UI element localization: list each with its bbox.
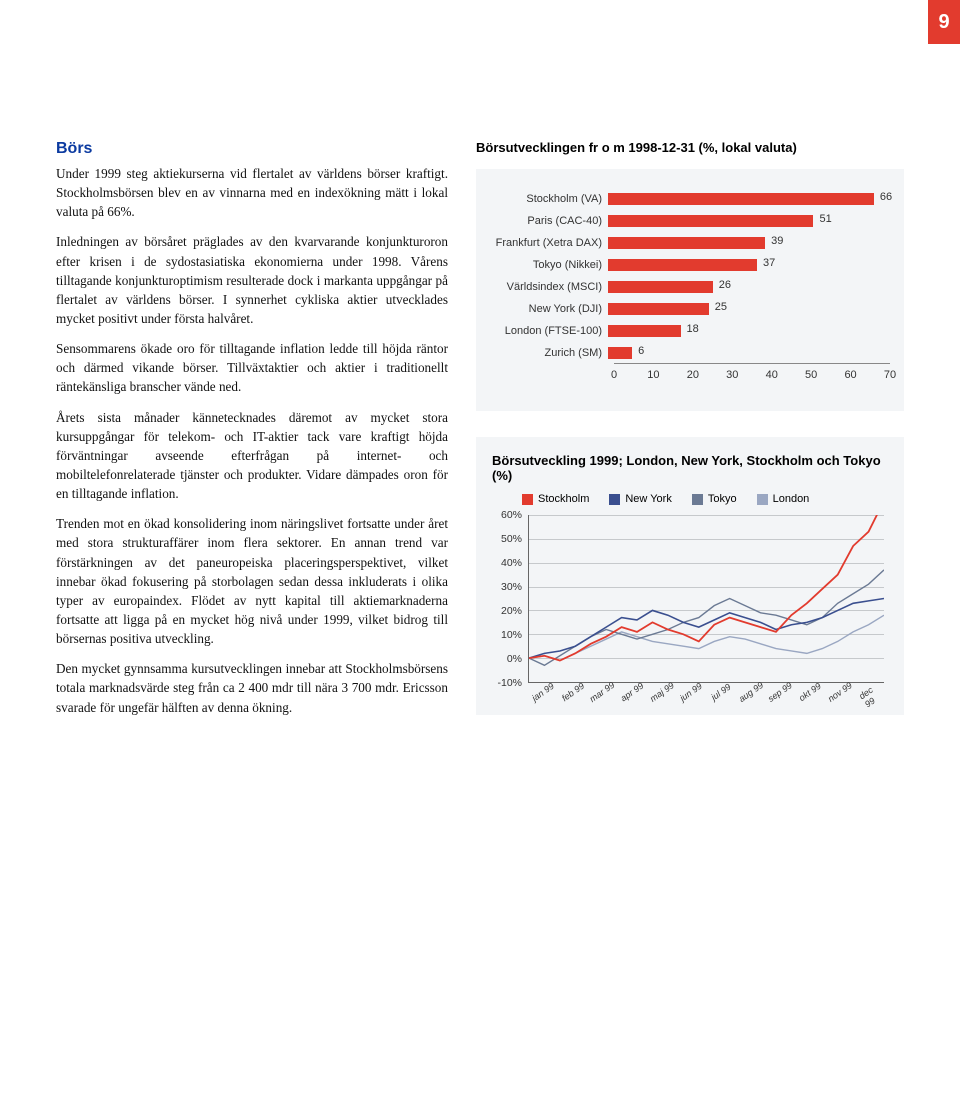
bar-row: Paris (CAC-40) 51	[490, 210, 890, 231]
x-tick: 70	[884, 369, 896, 381]
bar-chart: Stockholm (VA) 66 Paris (CAC-40) 51 Frankfur…	[476, 169, 904, 411]
x-tick: 20	[687, 369, 699, 381]
line-chart-title: Börsutveckling 1999; London, New York, S…	[492, 453, 888, 483]
bar-label: London (FTSE-100)	[490, 325, 608, 337]
paragraph: Årets sista månader kännetecknades därem…	[56, 408, 448, 504]
series-line	[529, 570, 884, 665]
y-tick: -10%	[497, 677, 522, 689]
x-tick: okt 99	[797, 681, 823, 703]
x-axis-labels: jan 99feb 99mar 99apr 99maj 99jun 99jul …	[528, 683, 884, 705]
x-tick: mar 99	[588, 680, 617, 704]
bar-value: 26	[719, 279, 731, 291]
series-line	[529, 615, 884, 660]
legend-item: Tokyo	[692, 493, 737, 505]
bar	[608, 193, 874, 205]
bar-value: 18	[687, 323, 699, 335]
plot-area	[528, 515, 884, 683]
legend-label: Stockholm	[538, 493, 589, 505]
bar-row: London (FTSE-100) 18	[490, 320, 890, 341]
bar-label: Världsindex (MSCI)	[490, 281, 608, 293]
y-tick: 30%	[501, 581, 522, 593]
x-tick: feb 99	[559, 681, 585, 704]
bar-value: 66	[880, 191, 892, 203]
paragraph: Inledningen av börsåret präglades av den…	[56, 232, 448, 328]
bar-row: Tokyo (Nikkei) 37	[490, 254, 890, 275]
bar	[608, 325, 681, 337]
page: Börs Under 1999 steg aktiekurserna vid f…	[0, 0, 960, 788]
x-tick: 10	[647, 369, 659, 381]
x-tick: nov 99	[826, 680, 854, 704]
x-tick: maj 99	[648, 680, 676, 704]
x-tick: jul 99	[709, 682, 732, 703]
x-tick: dec 99	[857, 685, 881, 710]
paragraph: Sensommarens ökade oro för tilltagande i…	[56, 339, 448, 396]
y-tick: 60%	[501, 509, 522, 521]
bar-label: Zurich (SM)	[490, 347, 608, 359]
legend-item: Stockholm	[522, 493, 589, 505]
x-tick: sep 99	[766, 680, 794, 704]
bar	[608, 215, 813, 227]
bar-row: New York (DJI) 25	[490, 298, 890, 319]
paragraph: Trenden mot en ökad konsolidering inom n…	[56, 514, 448, 648]
body-text: Under 1999 steg aktiekurserna vid flerta…	[56, 164, 448, 717]
legend: Stockholm New York Tokyo London	[522, 493, 888, 505]
bar	[608, 237, 765, 249]
bar-value: 25	[715, 301, 727, 313]
legend-label: New York	[625, 493, 671, 505]
x-tick: 60	[844, 369, 856, 381]
bar-value: 6	[638, 345, 644, 357]
legend-swatch	[522, 494, 533, 505]
bar-row: Zurich (SM) 6	[490, 342, 890, 363]
legend-item: London	[757, 493, 810, 505]
paragraph: Den mycket gynnsamma kursutvecklingen in…	[56, 659, 448, 716]
x-tick: apr 99	[619, 681, 646, 704]
y-axis-labels: 60%50%40%30%20%10%0%-10%	[492, 515, 526, 683]
bar	[608, 259, 757, 271]
y-tick: 10%	[501, 629, 522, 641]
left-column: Börs Under 1999 steg aktiekurserna vid f…	[56, 140, 448, 728]
legend-swatch	[609, 494, 620, 505]
bar-chart-title: Börsutvecklingen fr o m 1998-12-31 (%, l…	[476, 140, 904, 155]
series-line	[529, 515, 884, 661]
y-tick: 0%	[507, 653, 522, 665]
bar-row: Världsindex (MSCI) 26	[490, 276, 890, 297]
x-tick: jun 99	[678, 681, 704, 703]
y-tick: 50%	[501, 533, 522, 545]
bar	[608, 303, 709, 315]
bar-value: 51	[819, 213, 831, 225]
bar-label: Paris (CAC-40)	[490, 215, 608, 227]
legend-label: London	[773, 493, 810, 505]
line-chart: Börsutveckling 1999; London, New York, S…	[476, 437, 904, 715]
legend-swatch	[757, 494, 768, 505]
section-heading: Börs	[56, 140, 448, 158]
legend-label: Tokyo	[708, 493, 737, 505]
bar-value: 39	[771, 235, 783, 247]
bar-value: 37	[763, 257, 775, 269]
line-plot: 60%50%40%30%20%10%0%-10% jan 99feb 99mar…	[492, 515, 888, 705]
bar-label: Stockholm (VA)	[490, 193, 608, 205]
right-column: Börsutvecklingen fr o m 1998-12-31 (%, l…	[476, 140, 904, 728]
y-tick: 40%	[501, 557, 522, 569]
bar-label: Tokyo (Nikkei)	[490, 259, 608, 271]
legend-item: New York	[609, 493, 671, 505]
bar-row: Stockholm (VA) 66	[490, 188, 890, 209]
bar-label: Frankfurt (Xetra DAX)	[490, 237, 608, 249]
x-tick: 30	[726, 369, 738, 381]
x-tick: 50	[805, 369, 817, 381]
bar	[608, 347, 632, 359]
bar-label: New York (DJI)	[490, 303, 608, 315]
bar-row: Frankfurt (Xetra DAX) 39	[490, 232, 890, 253]
x-tick: 40	[766, 369, 778, 381]
x-tick: jan 99	[530, 681, 556, 703]
x-tick: 0	[611, 369, 617, 381]
bar	[608, 281, 713, 293]
paragraph: Under 1999 steg aktiekurserna vid flerta…	[56, 164, 448, 221]
y-tick: 20%	[501, 605, 522, 617]
legend-swatch	[692, 494, 703, 505]
x-tick: aug 99	[736, 680, 764, 704]
